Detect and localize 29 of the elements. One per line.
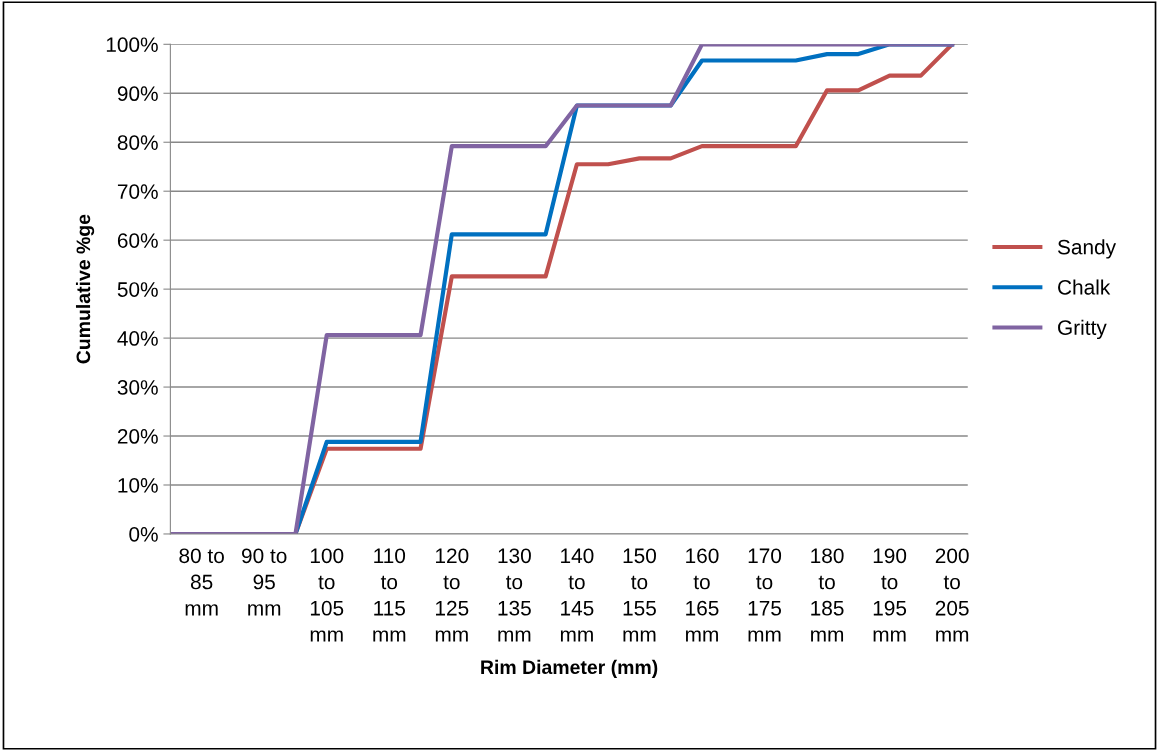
y-tick-label: 70%	[117, 184, 158, 199]
y-axis-title: Cumulative %ge	[75, 214, 95, 364]
x-tick-label: 80 to 85 mm	[179, 548, 224, 616]
y-tick-label: 30%	[117, 380, 158, 395]
x-tick-label: 90 to 95 mm	[241, 548, 287, 616]
legend-label: Gritty	[1058, 319, 1107, 340]
y-tick-label: 100%	[106, 37, 158, 53]
x-tick-label: 190 to 195 mm	[873, 548, 907, 642]
y-tick-label: 40%	[117, 331, 158, 346]
x-tick-label: 200 to 205 mm	[935, 548, 969, 642]
y-tick-label: 80%	[117, 135, 158, 150]
y-tick-label: 0%	[129, 526, 158, 542]
x-tick-label: 160 to 165 mm	[686, 548, 719, 642]
x-tick-label: 100 to 105 mm	[310, 548, 344, 642]
y-tick-label: 90%	[117, 86, 158, 102]
x-axis-title: Rim Diameter (mm)	[481, 659, 658, 678]
legend-label: Chalk	[1058, 279, 1111, 295]
x-tick-label: 130 to 135 mm	[498, 548, 531, 642]
x-tick-label: 140 to 145 mm	[560, 548, 594, 642]
y-tick-label: 20%	[117, 429, 158, 444]
x-tick-label: 180 to 185 mm	[811, 548, 844, 642]
x-tick-label: 110 to 115 mm	[373, 548, 406, 642]
y-tick-label: 10%	[118, 478, 158, 493]
y-tick-label: 60%	[117, 233, 158, 248]
x-tick-label: 120 to 125 mm	[435, 548, 469, 642]
x-tick-label: 170 to 175 mm	[748, 548, 782, 642]
y-tick-label: 50%	[117, 282, 158, 297]
legend-label: Sandy	[1057, 239, 1117, 259]
x-tick-label: 150 to 155 mm	[623, 548, 656, 642]
